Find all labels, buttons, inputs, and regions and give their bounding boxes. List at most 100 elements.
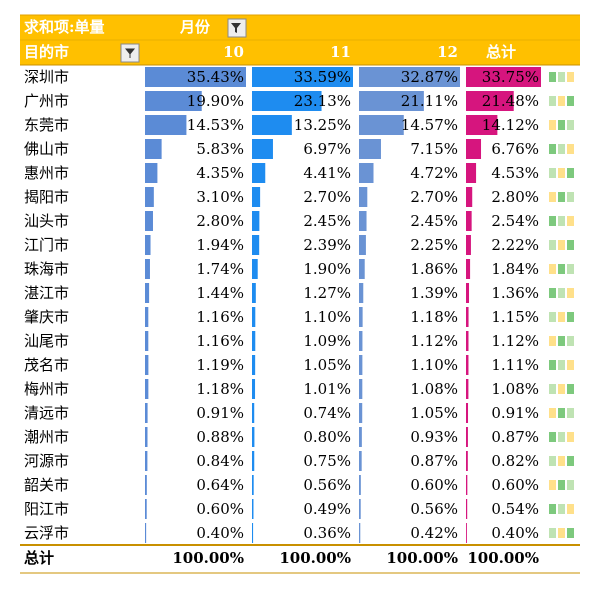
trend-icon (558, 336, 565, 346)
trend-icon (567, 360, 574, 370)
trend-icon (567, 288, 574, 298)
city-label: 深圳市 (24, 68, 69, 86)
cell-value: 1.11% (491, 356, 539, 374)
data-bar (466, 67, 541, 87)
city-label: 江门市 (24, 236, 69, 254)
city-label: 汕头市 (24, 212, 69, 230)
cell-value: 2.54% (491, 212, 539, 230)
cell-value: 2.80% (491, 188, 539, 206)
trend-icon (567, 312, 574, 322)
data-bar (466, 259, 471, 279)
data-bar (466, 211, 472, 231)
cell-value: 2.22% (491, 236, 539, 254)
data-bar (359, 355, 363, 375)
data-bar (252, 115, 292, 135)
trend-icon (549, 480, 556, 490)
cell-value: 1.44% (196, 284, 244, 302)
cell-value: 1.18% (410, 308, 458, 326)
data-bar (145, 235, 151, 255)
sort-button[interactable] (120, 43, 140, 63)
total-value: 100.00% (467, 549, 539, 567)
trend-icon (567, 144, 574, 154)
trend-icon (558, 72, 565, 82)
cell-value: 2.80% (196, 212, 244, 230)
cell-value: 1.08% (410, 380, 458, 398)
cell-value: 0.40% (491, 524, 539, 542)
city-label: 茂名市 (24, 356, 69, 374)
cell-value: 1.19% (196, 356, 244, 374)
trend-icon (549, 144, 556, 154)
trend-icon (549, 120, 556, 130)
cell-value: 1.08% (491, 380, 539, 398)
data-bar (252, 355, 256, 375)
data-bar (145, 139, 162, 159)
cell-value: 1.16% (196, 308, 244, 326)
filter-button[interactable] (227, 18, 247, 38)
cell-value: 1.01% (303, 380, 351, 398)
trend-icon (549, 336, 556, 346)
data-bar (145, 355, 149, 375)
trend-icon (558, 360, 565, 370)
cell-value: 1.39% (410, 284, 458, 302)
cell-value: 0.56% (303, 476, 351, 494)
data-bar (466, 355, 469, 375)
cell-value: 1.12% (491, 332, 539, 350)
trend-icon (558, 120, 565, 130)
cell-value: 3.10% (196, 188, 244, 206)
trend-icon (558, 528, 565, 538)
data-bar (466, 379, 469, 399)
data-bar (359, 139, 381, 159)
cell-value: 4.35% (196, 164, 244, 182)
trend-icon (549, 312, 556, 322)
data-bar (145, 451, 148, 471)
trend-icon (558, 216, 565, 226)
trend-icon (549, 408, 556, 418)
trend-icon (558, 240, 565, 250)
cell-value: 1.94% (196, 236, 244, 254)
cell-value: 2.45% (303, 212, 351, 230)
trend-icon (558, 264, 565, 274)
cell-value: 1.12% (410, 332, 458, 350)
cell-value: 35.43% (187, 68, 244, 86)
data-bar (466, 475, 468, 495)
data-bar (359, 523, 361, 543)
data-bar (359, 331, 363, 351)
data-bar (359, 427, 362, 447)
trend-icon (558, 432, 565, 442)
trend-icon (567, 168, 574, 178)
data-bar (145, 427, 148, 447)
data-bar (466, 451, 468, 471)
data-bar (466, 283, 470, 303)
cell-value: 2.70% (410, 188, 458, 206)
cell-value: 0.80% (303, 428, 351, 446)
data-bar (145, 91, 202, 111)
trend-icon (558, 192, 565, 202)
data-bar (466, 235, 471, 255)
data-bar (252, 187, 261, 207)
trend-icon (549, 96, 556, 106)
trend-icon (567, 120, 574, 130)
trend-icon (549, 240, 556, 250)
cell-value: 5.83% (196, 140, 244, 158)
city-label: 揭阳市 (24, 188, 69, 206)
trend-icon (567, 216, 574, 226)
data-bar (252, 163, 266, 183)
data-bar (145, 379, 149, 399)
trend-icon (549, 528, 556, 538)
data-bar (466, 139, 482, 159)
cell-value: 33.75% (482, 68, 539, 86)
trend-icon (558, 96, 565, 106)
trend-icon (558, 144, 565, 154)
trend-icon (549, 432, 556, 442)
cell-value: 0.74% (303, 404, 351, 422)
data-bar (252, 403, 255, 423)
data-bar (252, 139, 273, 159)
data-bar (466, 403, 469, 423)
data-bar (359, 403, 363, 423)
data-bar (359, 115, 404, 135)
data-bar (466, 307, 469, 327)
data-bar (466, 427, 468, 447)
trend-icon (549, 168, 556, 178)
cell-value: 1.18% (196, 380, 244, 398)
total-label: 总计 (24, 549, 54, 567)
